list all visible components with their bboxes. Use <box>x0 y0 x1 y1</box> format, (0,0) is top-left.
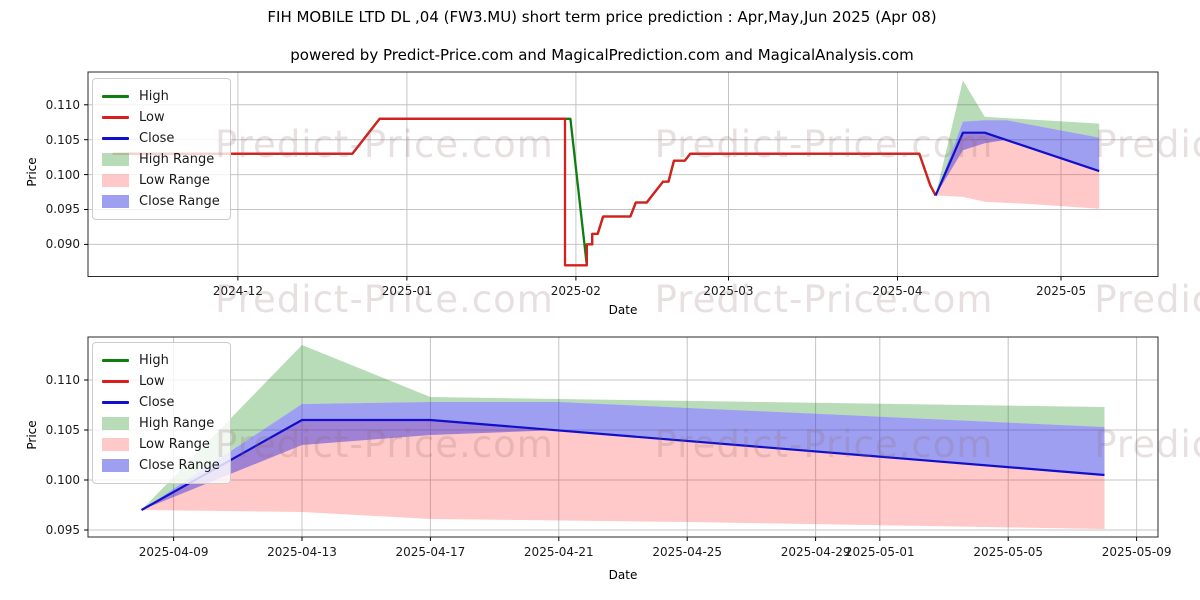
legend-patch-sample <box>102 417 129 430</box>
legend-box: High Low Close High Range Low Range Close Ran… <box>92 78 231 220</box>
legend-patch-sample <box>102 195 129 208</box>
legend-item-label: High Range <box>139 416 215 431</box>
y-axis-label: Price <box>25 420 39 450</box>
x-axis-label: Date <box>608 303 638 317</box>
y-tick-label: 0.100 <box>45 473 80 487</box>
x-tick-label: 2025-04-21 <box>523 545 594 559</box>
legend-item: High <box>102 86 220 107</box>
legend-line-sample <box>102 137 129 140</box>
y-tick-label: 0.105 <box>45 132 80 147</box>
y-axis-label: Price <box>25 157 39 187</box>
legend-item-label: Close Range <box>139 194 220 209</box>
legend-line-sample <box>102 401 129 404</box>
x-axis-label: Date <box>608 568 638 582</box>
x-tick-label: 2025-04-25 <box>652 545 723 559</box>
y-tick-label: 0.095 <box>45 202 80 217</box>
band-high-range <box>935 80 1100 196</box>
legend-item: Close <box>102 392 220 413</box>
legend-item-label: Close Range <box>139 458 220 473</box>
x-tick-label: 2025-04-29 <box>780 545 851 559</box>
legend-item-label: High <box>139 89 169 104</box>
x-tick-label: 2025-05-05 <box>973 545 1044 559</box>
x-tick-label: 2024-12 <box>212 284 263 298</box>
legend-line-sample <box>102 95 129 98</box>
x-tick-label: 2025-05-01 <box>844 545 915 559</box>
legend-item: Low <box>102 371 220 392</box>
legend-item-label: Low <box>139 110 165 125</box>
legend-item: Low Range <box>102 170 220 191</box>
legend-item-label: Low Range <box>139 173 210 188</box>
legend-item-label: Close <box>139 395 175 410</box>
x-tick-label: 2025-03 <box>703 284 754 298</box>
y-tick-label: 0.095 <box>45 523 80 537</box>
legend-item-label: High <box>139 353 169 368</box>
band-close-range <box>935 120 1100 196</box>
legend-item-label: Low <box>139 374 165 389</box>
y-tick-label: 0.110 <box>45 97 80 112</box>
band-close-range <box>141 402 1105 510</box>
legend-item-label: Low Range <box>139 437 210 452</box>
chart-title: FIH MOBILE LTD DL ,04 (FW3.MU) short ter… <box>267 8 937 26</box>
legend-item: Close <box>102 128 220 149</box>
y-tick-label: 0.110 <box>45 373 80 387</box>
series-line-close <box>934 131 1100 196</box>
legend-patch-sample <box>102 174 129 187</box>
x-tick-label: 2025-04 <box>872 284 923 298</box>
legend-item: High Range <box>102 413 220 434</box>
legend-line-sample <box>102 380 129 383</box>
legend-line-sample <box>102 359 129 362</box>
legend-item: High Range <box>102 149 220 170</box>
series-line-low <box>112 117 937 267</box>
legend-patch-sample <box>102 438 129 451</box>
legend-item: High <box>102 350 220 371</box>
band-high-range <box>141 345 1105 510</box>
x-tick-label: 2025-04-17 <box>395 545 466 559</box>
band-low-range <box>935 132 1100 209</box>
x-tick-label: 2025-04-13 <box>267 545 337 559</box>
legend-item-label: Close <box>139 131 175 146</box>
legend-patch-sample <box>102 153 129 166</box>
legend-box: High Low Close High Range Low Range Close Ran… <box>92 342 231 484</box>
legend-item: Low <box>102 107 220 128</box>
legend-item-label: High Range <box>139 152 215 167</box>
plot-spines <box>87 336 1159 538</box>
x-tick-label: 2025-04-09 <box>138 545 209 559</box>
chart-subtitle: powered by Predict-Price.com and Magical… <box>290 46 914 64</box>
x-tick-label: 2025-05-09 <box>1101 545 1172 559</box>
legend-line-sample <box>102 116 129 119</box>
y-tick-label: 0.105 <box>45 423 80 437</box>
series-line-high <box>112 117 937 267</box>
legend-item: Low Range <box>102 434 220 455</box>
x-tick-label: 2025-01 <box>381 284 432 298</box>
legend-item: Close Range <box>102 455 220 476</box>
band-low-range <box>141 420 1105 529</box>
legend-patch-sample <box>102 459 129 472</box>
y-tick-label: 0.090 <box>45 237 80 252</box>
y-tick-label: 0.100 <box>45 167 80 182</box>
legend-item: Close Range <box>102 191 220 212</box>
x-tick-label: 2025-05 <box>1035 284 1087 298</box>
x-tick-label: 2025-02 <box>550 284 601 298</box>
